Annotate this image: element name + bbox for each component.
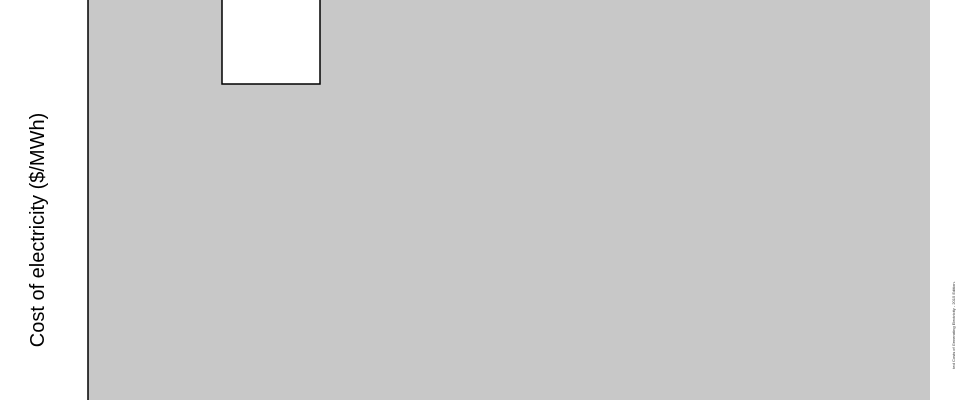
y-axis-title: Cost of electricity ($/MWh) bbox=[27, 113, 49, 347]
legend-box bbox=[221, 0, 321, 85]
plot-background bbox=[88, 0, 930, 400]
legend bbox=[221, 0, 321, 85]
source-note: ted Costs of Generating Electricity - 20… bbox=[951, 281, 956, 368]
